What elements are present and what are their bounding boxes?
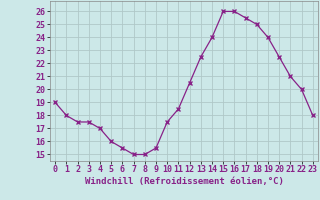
X-axis label: Windchill (Refroidissement éolien,°C): Windchill (Refroidissement éolien,°C) [84,177,284,186]
